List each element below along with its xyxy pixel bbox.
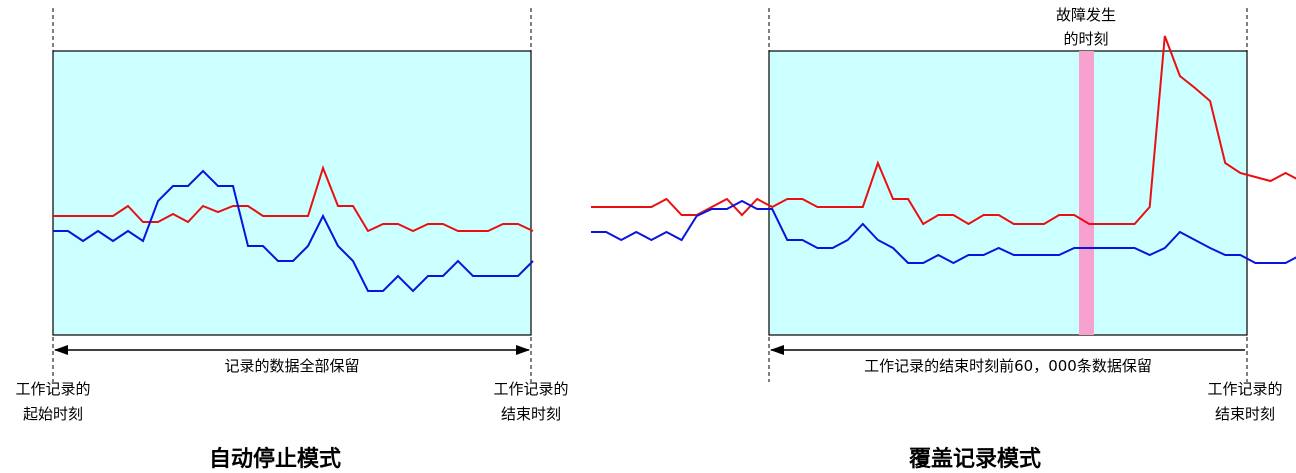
- overwrite-red-series-line: [591, 35, 1296, 226]
- fault-moment-band: [1079, 51, 1094, 335]
- overwrite-end-label-line1: 工作记录的: [1207, 380, 1282, 398]
- overwrite-blue-series-line: [591, 199, 1296, 265]
- auto-record-area: [52, 50, 532, 336]
- overwrite-end-label-line2: 结束时刻: [1215, 405, 1275, 423]
- overwrite-span-label: 工作记录的结束时刻前60，000条数据保留: [864, 357, 1152, 375]
- overwrite-mode-title: 覆盖记录模式: [908, 446, 1041, 472]
- auto-red-series-line: [53, 164, 534, 233]
- fault-label-line1: 故障发生: [1056, 6, 1116, 24]
- auto-end-label-line1: 工作记录的: [493, 380, 568, 398]
- overwrite-panel: 故障发生 的时刻 工作记录的结束时刻前60，000条数据保留 工作记录的 结束时…: [591, 6, 1296, 472]
- overwrite-record-area: [768, 50, 1248, 336]
- auto-stop-panel: 记录的数据全部保留 工作记录的 起始时刻 工作记录的 结束时刻 自动停止模式: [15, 8, 569, 472]
- auto-span-label: 记录的数据全部保留: [224, 357, 359, 375]
- auto-end-label-line2: 结束时刻: [501, 405, 561, 423]
- fault-label-line2: 的时刻: [1063, 30, 1108, 48]
- auto-mode-title: 自动停止模式: [209, 446, 341, 472]
- auto-start-label-line2: 起始时刻: [23, 405, 83, 423]
- auto-start-label-line1: 工作记录的: [15, 380, 90, 398]
- auto-blue-series-line: [53, 169, 534, 293]
